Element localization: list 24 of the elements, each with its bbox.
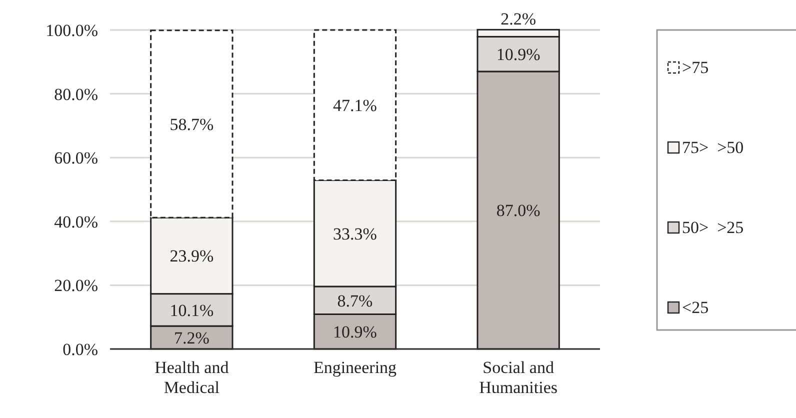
data-label: 23.9%: [170, 246, 214, 266]
legend-label: <25: [682, 298, 709, 317]
data-label: 8.7%: [337, 291, 373, 310]
data-label: 10.9%: [333, 322, 377, 342]
y-tick-label: 80.0%: [54, 84, 98, 104]
data-label: 33.3%: [333, 224, 377, 244]
y-tick-label: 20.0%: [54, 276, 98, 296]
legend-label: 50> >25: [682, 218, 744, 237]
y-tick-label: 0.0%: [62, 340, 98, 359]
y-tick-label: 100.0%: [46, 21, 98, 40]
legend-label: >75: [682, 58, 709, 77]
x-tick-label: Social and Humanities: [479, 358, 558, 397]
data-label: 58.7%: [170, 114, 214, 134]
x-tick-label: Health and Medical: [154, 358, 230, 397]
data-label: 87.0%: [496, 201, 540, 220]
data-label: 47.1%: [333, 96, 377, 116]
data-label: 7.2%: [174, 328, 210, 348]
x-tick-label: Engineering: [313, 358, 398, 377]
legend-label: 75> >50: [682, 138, 744, 157]
y-tick-label: 60.0%: [54, 148, 98, 168]
data-label: 2.2%: [500, 10, 536, 29]
data-label: 10.1%: [170, 300, 214, 320]
data-label: 10.9%: [496, 45, 540, 64]
y-tick-label: 40.0%: [54, 212, 98, 232]
